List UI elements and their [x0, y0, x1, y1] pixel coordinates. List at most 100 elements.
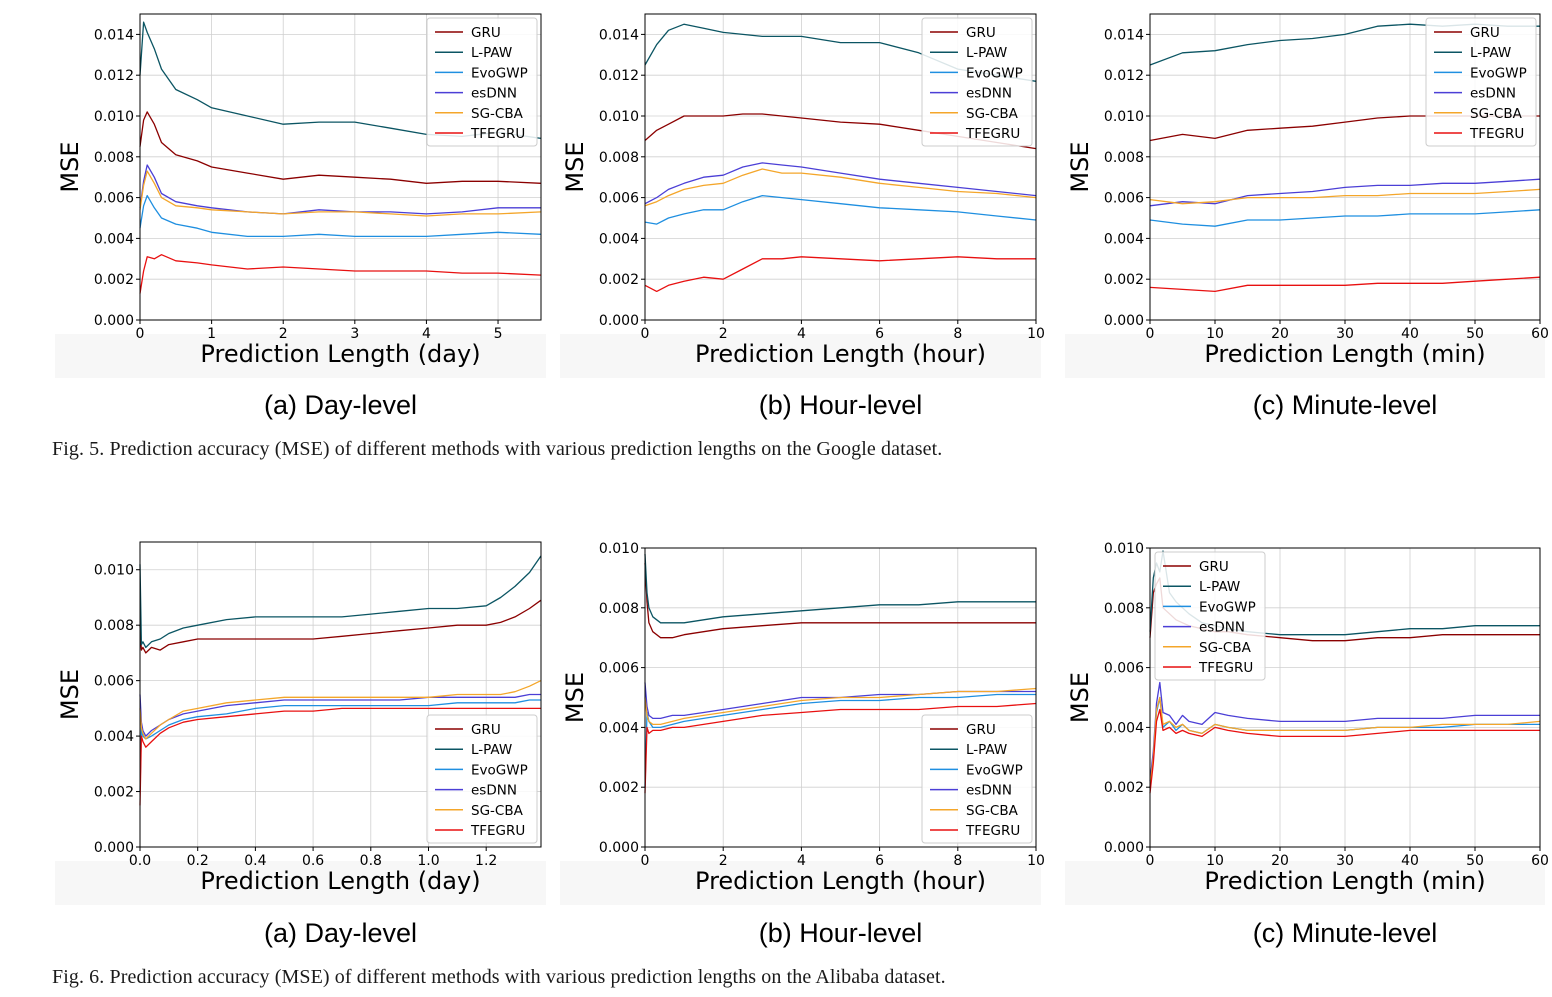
y-tick-label: 0.004	[94, 729, 134, 745]
x-tick-label: 3	[350, 326, 359, 342]
subfigure-label: (b) Hour-level	[759, 918, 923, 948]
y-axis-label: MSE	[1066, 141, 1094, 192]
axis-label-band	[560, 861, 1041, 905]
x-tick-label: 0.0	[129, 853, 151, 869]
legend-label-evogwp: EvoGWP	[966, 65, 1023, 81]
x-tick-label: 4	[422, 326, 431, 342]
legend-label-gru: GRU	[1199, 559, 1229, 575]
legend-box	[921, 17, 1033, 147]
series-line-evogwp	[139, 699, 541, 792]
series-line-sg-cba	[139, 170, 542, 217]
x-axis-label: Prediction Length (day)	[200, 867, 480, 895]
x-tick-label: 0	[641, 853, 650, 869]
y-tick-label: 0.008	[599, 601, 639, 617]
x-tick-label: 0	[1146, 326, 1155, 342]
y-tick-label: 0.000	[1104, 840, 1144, 856]
x-tick-label: 60	[1531, 326, 1549, 342]
y-tick-label: 0.000	[94, 313, 134, 329]
legend-label-sg-cba: SG-CBA	[471, 803, 524, 819]
y-tick-label: 0.004	[1104, 231, 1144, 247]
series-line-sg-cba	[139, 680, 542, 740]
x-axis-label: Prediction Length (min)	[1204, 867, 1485, 895]
y-tick-label: 0.012	[599, 68, 639, 84]
x-tick-label: 2	[719, 853, 728, 869]
x-tick-label: 10	[1206, 853, 1224, 869]
legend-label-gru: GRU	[471, 25, 501, 41]
legend-label-evogwp: EvoGWP	[1470, 65, 1527, 81]
legend-label-esdnn: esDNN	[1199, 620, 1245, 636]
y-axis-label: MSE	[56, 141, 84, 192]
x-tick-label: 6	[875, 853, 884, 869]
y-tick-label: 0.008	[94, 618, 134, 634]
y-tick-label: 0.000	[599, 313, 639, 329]
x-tick-label: 1.0	[417, 853, 439, 869]
legend-label-esdnn: esDNN	[471, 86, 517, 102]
series-line-tfegru	[644, 702, 1037, 794]
x-axis-label: Prediction Length (hour)	[695, 867, 986, 895]
legend-label-l-paw: L-PAW	[1470, 45, 1511, 61]
legend-label-evogwp: EvoGWP	[966, 762, 1023, 778]
chart-panel-1: 0 1 2 3 4 5 0.000 0.002 0.004 0.006 0.008 0.010 0.01…	[55, 13, 546, 420]
x-axis-label: Prediction Length (day)	[200, 340, 480, 368]
x-tick-label: 10	[1027, 326, 1045, 342]
x-tick-label: 8	[953, 326, 962, 342]
legend-label-tfegru: TFEGRU	[965, 126, 1020, 142]
legend-box	[426, 714, 538, 844]
series-line-evogwp	[1149, 209, 1541, 227]
series-line-gru	[644, 562, 1036, 639]
series-line-evogwp	[644, 693, 1036, 788]
x-tick-label: 50	[1466, 853, 1484, 869]
y-tick-label: 0.008	[94, 150, 134, 166]
legend-box	[921, 714, 1033, 844]
y-tick-label: 0.008	[1104, 150, 1144, 166]
legend: GRU L-PAW EvoGWP esDNN SG-CBA TFEGRU	[426, 17, 538, 147]
legend: GRU L-PAW EvoGWP esDNN SG-CBA TFEGRU	[1154, 551, 1266, 681]
y-tick-label: 0.000	[1104, 313, 1144, 329]
y-tick-label: 0.004	[1104, 720, 1144, 736]
series-line-sg-cba	[644, 687, 1037, 726]
plot-frame	[139, 541, 542, 848]
y-tick-label: 0.010	[94, 563, 134, 579]
legend-box	[426, 17, 538, 147]
legend-label-evogwp: EvoGWP	[471, 762, 528, 778]
series-line-tfegru	[139, 254, 542, 294]
x-tick-label: 60	[1531, 853, 1549, 869]
series-line-evogwp	[644, 194, 1037, 225]
legend-label-sg-cba: SG-CBA	[966, 106, 1019, 122]
y-tick-label: 0.006	[599, 191, 639, 207]
y-tick-label: 0.004	[599, 231, 639, 247]
legend-label-l-paw: L-PAW	[966, 742, 1007, 758]
x-tick-label: 2	[719, 326, 728, 342]
x-tick-label: 10	[1027, 853, 1045, 869]
legend-label-evogwp: EvoGWP	[1199, 599, 1256, 615]
legend-label-tfegru: TFEGRU	[1198, 660, 1253, 676]
axis-label-band	[1065, 861, 1545, 905]
legend-label-gru: GRU	[966, 25, 996, 41]
y-tick-label: 0.010	[599, 109, 639, 125]
y-tick-label: 0.002	[1104, 780, 1144, 796]
x-tick-label: 8	[953, 853, 962, 869]
legend-label-tfegru: TFEGRU	[1469, 126, 1524, 142]
chart-panel-5: 0 2 4 6 8 10 0.000 0.002 0.004 0.006 0.008 0.010 Pre…	[560, 541, 1045, 948]
axis-label-band	[55, 861, 546, 905]
legend-label-l-paw: L-PAW	[966, 45, 1007, 61]
legend-label-sg-cba: SG-CBA	[1199, 640, 1252, 656]
x-tick-label: 20	[1271, 853, 1289, 869]
legend-label-sg-cba: SG-CBA	[1470, 106, 1523, 122]
legend-label-esdnn: esDNN	[966, 86, 1012, 102]
series-line-gru	[139, 599, 542, 654]
y-tick-label: 0.006	[94, 191, 134, 207]
x-tick-label: 0	[641, 326, 650, 342]
axis-label-band	[1065, 334, 1545, 378]
subfigure-label: (c) Minute-level	[1253, 390, 1438, 420]
subfigure-label: (b) Hour-level	[759, 390, 923, 420]
subfigure-label: (a) Day-level	[264, 390, 417, 420]
series-line-evogwp	[139, 194, 542, 238]
y-tick-label: 0.014	[599, 27, 639, 43]
y-tick-label: 0.002	[599, 780, 639, 796]
legend-label-sg-cba: SG-CBA	[966, 803, 1019, 819]
legend-label-l-paw: L-PAW	[1199, 579, 1240, 595]
chart-panel-4: 0.0 0.2 0.4 0.6 0.8 1.0 1.2 0.000 0.002 0.004 0.00…	[55, 541, 546, 948]
y-axis-label: MSE	[56, 669, 84, 720]
series-line-tfegru	[1149, 708, 1540, 794]
